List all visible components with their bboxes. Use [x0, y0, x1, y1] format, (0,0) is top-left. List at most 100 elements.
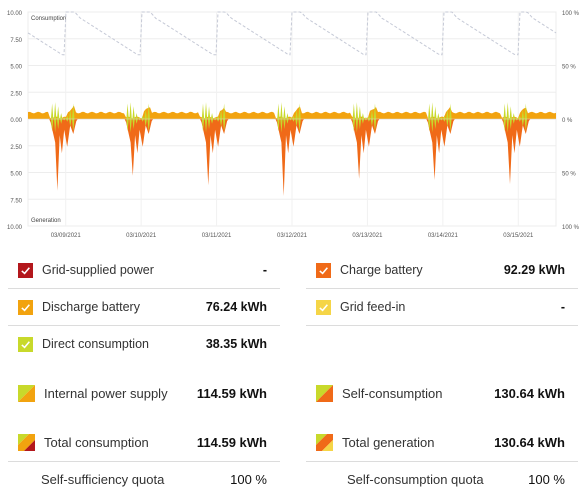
discharge-battery-checkbox[interactable]	[18, 299, 33, 315]
legend-label: Charge battery	[340, 263, 423, 277]
summary-label: Total consumption	[44, 434, 149, 450]
x-axis-tick-label: 03/13/2021	[352, 233, 383, 239]
x-axis-tick-label: 03/12/2021	[277, 233, 308, 239]
charge-battery-checkbox[interactable]	[316, 262, 331, 278]
charge-battery-area	[49, 119, 78, 191]
direct-consumption-spike	[524, 103, 528, 132]
direct-consumption-spike	[521, 109, 525, 127]
direct-consumption-spike	[144, 109, 147, 127]
summary-label: Total generation	[342, 434, 435, 450]
direct-consumption-spike	[280, 102, 283, 133]
left-axis-tick-label: 2.50	[10, 91, 22, 97]
left-axis-tick-label: 0.00	[10, 118, 22, 124]
charge-battery-area	[350, 119, 380, 179]
x-axis-tick-label: 03/11/2021	[202, 233, 232, 239]
x-axis-tick-label: 03/14/2021	[428, 233, 459, 239]
energy-balance-chart: 10.00 7.50 5.00 2.50 0.00 2.50 5.00 7.50 10.00 10…	[7, 11, 580, 239]
direct-consumption-spike	[512, 112, 515, 124]
direct-consumption-spike	[286, 112, 289, 124]
direct-consumption-spike	[443, 115, 446, 122]
generation-axis-label: Generation	[31, 218, 61, 224]
total-generation-value: 130.64 kWh	[494, 435, 565, 450]
direct-consumption-spike	[428, 103, 431, 132]
discharge-battery-area	[28, 106, 556, 119]
summary-internal-power-supply: Internal power supply	[18, 378, 168, 408]
self-consumption-value: 130.64 kWh	[494, 386, 565, 401]
summary-label: Self-consumption quota	[347, 471, 484, 487]
divider	[306, 325, 578, 326]
direct-consumption-spike	[446, 109, 449, 127]
direct-consumption-spike	[50, 103, 54, 132]
total-consumption-icon	[18, 433, 35, 451]
checkmark-icon	[21, 266, 30, 275]
right-axis-tick-label: 100 %	[562, 225, 580, 231]
direct-consumption-spike	[292, 115, 295, 122]
summary-label: Internal power supply	[44, 385, 168, 401]
legend-direct-consumption[interactable]: Direct consumption	[18, 329, 149, 359]
direct-consumption-spike	[434, 106, 437, 130]
charge-battery-area	[426, 119, 455, 180]
summary-self-consumption-quota: Self-consumption quota	[338, 464, 484, 494]
direct-consumption-spike	[141, 115, 144, 122]
direct-consumption-spike	[373, 103, 377, 132]
summary-self-sufficiency-quota: Self-sufficiency quota	[32, 464, 164, 494]
direct-consumption-spike	[449, 103, 452, 132]
left-axis-tick-label: 10.00	[7, 11, 23, 17]
left-axis-tick-label: 10.00	[7, 225, 23, 231]
checkmark-icon	[21, 340, 30, 349]
grid-feed-in-checkbox[interactable]	[316, 299, 331, 315]
legend-grid-feed-in[interactable]: Grid feed-in	[316, 292, 405, 322]
grid-supplied-power-value: -	[262, 263, 267, 277]
direct-consumption-value: 38.35 kWh	[205, 337, 267, 351]
self-consumption-quota-value: 100 %	[528, 472, 565, 487]
legend-grid-supplied-power[interactable]: Grid-supplied power	[18, 255, 154, 285]
divider	[8, 288, 280, 289]
self-sufficiency-quota-line	[27, 11, 557, 56]
discharge-battery-value: 76.24 kWh	[205, 300, 267, 314]
direct-consumption-spike	[204, 102, 208, 133]
direct-consumption-spike	[437, 112, 440, 124]
direct-consumption-spike	[207, 106, 211, 130]
charge-battery-area	[124, 119, 154, 176]
summary-total-generation: Total generation	[316, 427, 435, 457]
left-axis-tick-label: 2.50	[10, 145, 22, 151]
direct-consumption-spike	[132, 106, 135, 130]
legend-label: Discharge battery	[42, 300, 140, 314]
total-generation-icon	[316, 433, 333, 451]
direct-consumption-checkbox[interactable]	[18, 336, 33, 352]
internal-power-supply-icon	[18, 384, 35, 402]
grid-supplied-power-checkbox[interactable]	[18, 262, 33, 278]
direct-consumption-spike	[72, 103, 75, 132]
direct-consumption-spike	[135, 112, 138, 124]
direct-consumption-spike	[66, 115, 69, 122]
summary-self-consumption: Self-consumption	[316, 378, 442, 408]
internal-power-supply-value: 114.59 kWh	[196, 386, 267, 401]
divider	[306, 461, 578, 462]
direct-consumption-spike	[506, 102, 509, 133]
x-axis-tick-label: 03/15/2021	[503, 233, 534, 239]
direct-consumption-spike	[277, 103, 280, 132]
charge-battery-area	[501, 119, 531, 185]
checkmark-icon	[319, 266, 328, 275]
direct-consumption-spike	[201, 103, 205, 132]
summary-label: Self-consumption	[342, 385, 443, 401]
direct-consumption-spike	[295, 109, 298, 127]
direct-consumption-spike	[367, 115, 371, 122]
divider	[306, 288, 578, 289]
self-consumption-icon	[316, 384, 333, 402]
direct-consumption-spike	[216, 115, 220, 122]
left-axis-tick-label: 5.00	[10, 65, 22, 71]
direct-consumption-spike	[503, 103, 506, 132]
checkmark-icon	[319, 303, 328, 312]
direct-consumption-spike	[518, 115, 521, 122]
x-axis-tick-label: 03/09/2021	[51, 233, 82, 239]
direct-consumption-spike	[222, 103, 226, 132]
summary-total-consumption: Total consumption	[18, 427, 149, 457]
right-axis-tick-label: 100 %	[562, 11, 580, 17]
right-axis-tick-label: 0 %	[562, 118, 573, 124]
total-consumption-value: 114.59 kWh	[196, 435, 267, 450]
legend-charge-battery[interactable]: Charge battery	[316, 255, 423, 285]
legend-discharge-battery[interactable]: Discharge battery	[18, 292, 140, 322]
direct-consumption-spike	[283, 106, 286, 130]
left-axis-tick-label: 7.50	[10, 198, 22, 204]
